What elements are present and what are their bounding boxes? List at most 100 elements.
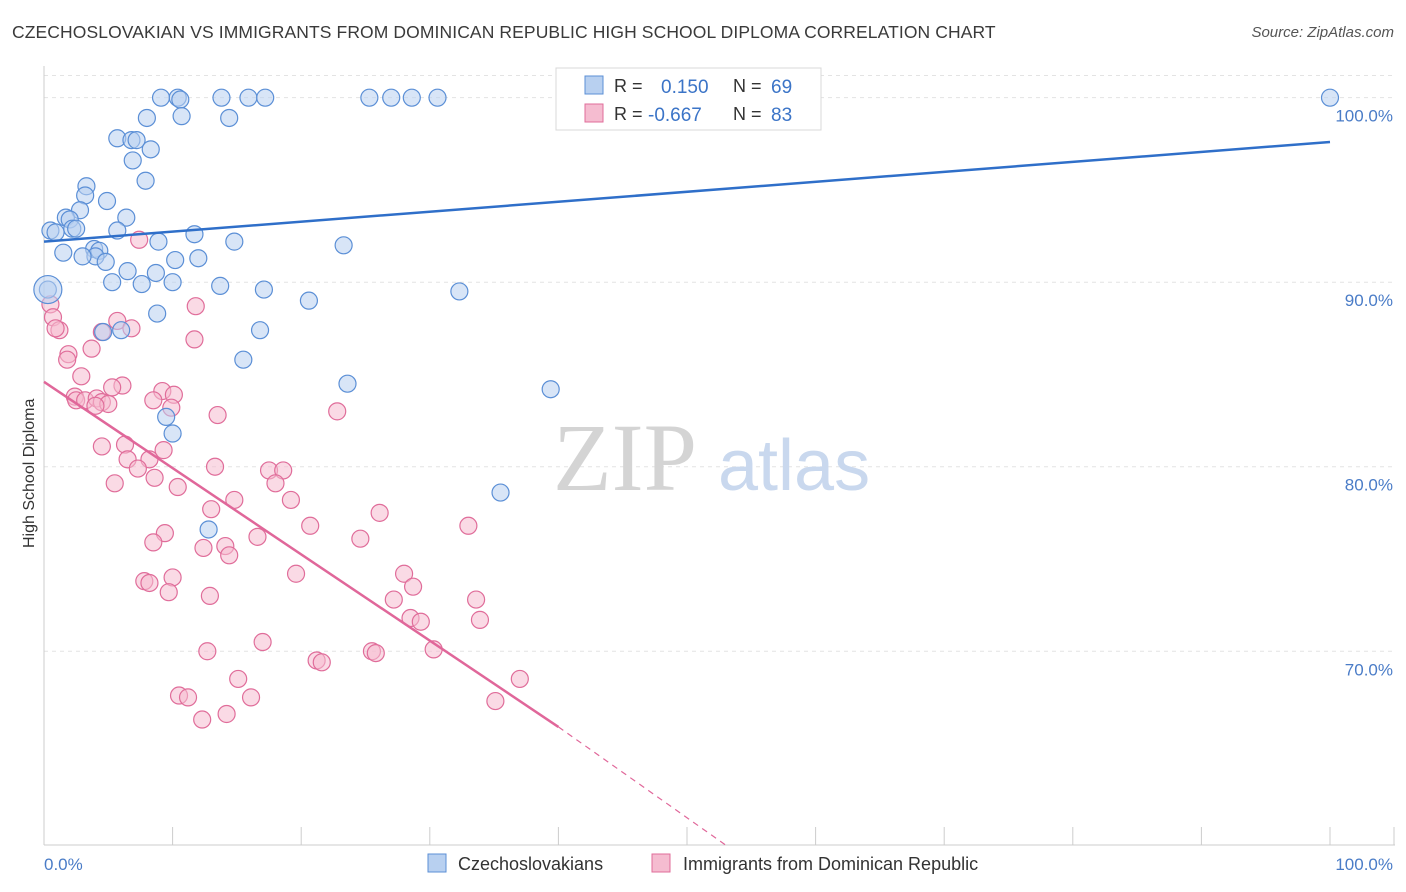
dominican-point-47 xyxy=(351,529,370,548)
czechoslovakian-point-56 xyxy=(112,321,131,340)
y-tick-labels: 70.0% 80.0% 90.0% 100.0% xyxy=(1335,107,1393,680)
czechoslovakian-point-57 xyxy=(250,321,270,340)
czechoslovakian-point-58 xyxy=(234,350,253,369)
dominican-point-38 xyxy=(266,474,285,493)
czechoslovakian-point-63 xyxy=(491,483,510,502)
czechoslovakian-point-53 xyxy=(299,291,319,310)
czechoslovakian-point-large xyxy=(33,274,63,305)
czechoslovakian-point-8 xyxy=(402,88,421,107)
stats-r-label-1: R = xyxy=(614,76,643,96)
legend-label-czechoslovakians: Czechoslovakians xyxy=(458,854,603,874)
dominican-point-37 xyxy=(168,477,187,497)
czechoslovakian-point-54 xyxy=(148,304,167,323)
czechoslovakian-point-39 xyxy=(73,247,92,266)
stats-n-value-2: 83 xyxy=(771,105,792,126)
czechoslovakian-point-16 xyxy=(127,131,146,150)
czechoslovakian-point-33 xyxy=(225,232,244,251)
czechoslovakian-point-61 xyxy=(157,407,176,427)
czechoslovakian-point-41 xyxy=(166,250,185,270)
czechoslovakian-point-9 xyxy=(428,88,447,107)
dominican-point-36 xyxy=(105,474,124,493)
dominican-point-40 xyxy=(281,490,301,510)
czechoslovakian-point-46 xyxy=(103,273,122,292)
watermark-atlas: atlas xyxy=(718,426,870,506)
trend-lines xyxy=(43,140,1331,846)
y-tick-label-0: 70.0% xyxy=(1345,660,1393,679)
czechoslovakian-point-28 xyxy=(46,223,65,242)
stats-n-label-1: N = xyxy=(733,76,762,96)
dominican-point-81 xyxy=(144,391,163,410)
czechoslovakian-point-44 xyxy=(118,262,137,281)
dominican-point-35 xyxy=(145,468,164,487)
dominican-point-41 xyxy=(202,500,221,519)
dominican-point-12 xyxy=(58,350,77,369)
y-axis-label: High School Diploma xyxy=(21,398,38,548)
dominican-point-57 xyxy=(403,577,423,596)
stats-swatch-blue xyxy=(584,75,604,95)
czechoslovakian-point-12 xyxy=(172,107,191,126)
source-label: Source: ZipAtlas.com xyxy=(1251,24,1394,41)
dominican-point-75 xyxy=(178,688,198,707)
dominican-point-31 xyxy=(205,457,225,476)
y-tick-label-1: 80.0% xyxy=(1345,476,1393,495)
czechoslovakian-point-13 xyxy=(220,108,239,128)
dominican-point-5 xyxy=(186,297,205,316)
czechoslovakian-point-6 xyxy=(360,88,379,107)
czechoslovakian-point-17 xyxy=(141,140,160,159)
dominican-point-73 xyxy=(229,669,248,689)
czechoslovakian-point-49 xyxy=(211,276,230,295)
series-legend: Czechoslovakians Immigrants from Dominic… xyxy=(427,853,978,874)
x-tick-label-0: 0.0% xyxy=(44,855,83,874)
dominican-point-49 xyxy=(194,538,213,558)
dominican-point-51 xyxy=(220,546,239,565)
czechoslovakian-point-45 xyxy=(146,263,165,283)
dominican-point-27 xyxy=(154,441,173,460)
dominican-point-68 xyxy=(366,643,385,663)
czechoslovakian-point-19 xyxy=(136,171,155,190)
stats-n-label-2: N = xyxy=(733,104,762,124)
series-dominican-points xyxy=(41,230,529,729)
series-czechoslovakian-points xyxy=(33,88,1340,539)
dominican-point-66 xyxy=(198,642,217,661)
dominican-point-77 xyxy=(486,691,505,711)
watermark: ZIP atlas xyxy=(553,404,870,511)
stats-legend: R = 0.150 N = 69 R = -0.667 N = 83 xyxy=(555,67,822,131)
czechoslovakian-point-62 xyxy=(163,424,182,443)
dominican-point-44 xyxy=(459,516,478,535)
dominican-point-10 xyxy=(82,339,101,358)
dominican-point-48 xyxy=(144,533,163,552)
czechoslovakian-point-47 xyxy=(132,274,151,294)
stats-n-value-1: 69 xyxy=(771,77,792,98)
dominican-point-71 xyxy=(312,653,331,672)
dominican-point-64 xyxy=(470,610,490,629)
y-tick-label-2: 90.0% xyxy=(1345,291,1393,310)
czechoslovakian-point-5 xyxy=(256,88,275,107)
czechoslovakian-point-40 xyxy=(96,252,115,272)
dominican-point-59 xyxy=(200,586,219,605)
czechoslovakian-point-10 xyxy=(1320,88,1340,107)
dominican-point-25 xyxy=(208,405,227,425)
dominican-point-13 xyxy=(72,367,91,386)
stats-swatch-pink xyxy=(584,103,604,123)
dominican-point-26 xyxy=(115,435,135,454)
czechoslovakian-point-34 xyxy=(149,232,168,251)
dominican-point-78 xyxy=(193,710,212,729)
dominican-point-52 xyxy=(394,564,414,583)
dominican-point-42 xyxy=(370,503,389,522)
czechoslovakian-point-38 xyxy=(54,243,73,262)
czechoslovakian-point-0 xyxy=(151,88,171,107)
czechoslovakian-point-2 xyxy=(171,90,190,109)
trend-czechoslovakians xyxy=(43,140,1331,243)
dominican-point-80 xyxy=(103,378,122,397)
czechoslovakian-point-42 xyxy=(189,249,208,268)
czechoslovakian-point-7 xyxy=(382,88,401,107)
dominican-point-28 xyxy=(92,437,111,456)
legend-label-dominican: Immigrants from Dominican Republic xyxy=(683,854,978,874)
dominican-point-79 xyxy=(217,704,236,724)
dominican-point-63 xyxy=(411,612,430,631)
x-tick-labels: 0.0% 100.0% xyxy=(44,855,1393,874)
czechoslovakian-point-51 xyxy=(450,282,469,301)
trend-dominican-extension xyxy=(558,726,726,846)
dominican-point-3 xyxy=(46,319,65,338)
